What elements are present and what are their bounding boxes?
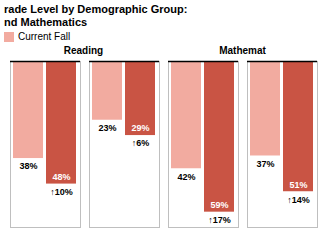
html-text:Current Fall: Current Fall (18, 31, 71, 42)
html-text:Reading: Reading (63, 45, 104, 56)
svg-text:51%: 51% (289, 180, 307, 190)
svg-text:↑6%: ↑6% (132, 138, 150, 148)
svg-text:42%: 42% (177, 172, 195, 182)
svg-text:48%: 48% (52, 172, 70, 182)
svg-text:59%: 59% (210, 200, 228, 210)
html-text:nd Mathematics: nd Mathematics (4, 16, 88, 28)
html-text:rade Level by Demographic Grou: rade Level by Demographic Group: (4, 3, 188, 15)
svg-text:↑14%: ↑14% (287, 195, 310, 205)
svg-text:38%: 38% (19, 161, 37, 171)
svg-text:23%: 23% (98, 123, 116, 133)
svg-text:29%: 29% (131, 123, 149, 133)
html-text:Mathemat: Mathemat (219, 45, 266, 56)
svg-text:↑10%: ↑10% (50, 187, 73, 197)
svg-text:↑17%: ↑17% (208, 215, 231, 225)
svg-text:37%: 37% (256, 159, 274, 169)
